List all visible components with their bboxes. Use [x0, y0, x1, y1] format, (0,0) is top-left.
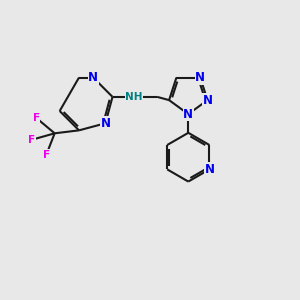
Text: N: N [202, 94, 212, 106]
Text: NH: NH [125, 92, 143, 102]
Text: N: N [204, 163, 214, 176]
Text: N: N [88, 71, 98, 84]
Text: N: N [100, 117, 110, 130]
Text: F: F [33, 113, 40, 123]
Text: N: N [183, 108, 193, 121]
Text: N: N [195, 71, 205, 84]
Text: F: F [28, 135, 35, 145]
Text: F: F [43, 150, 50, 160]
